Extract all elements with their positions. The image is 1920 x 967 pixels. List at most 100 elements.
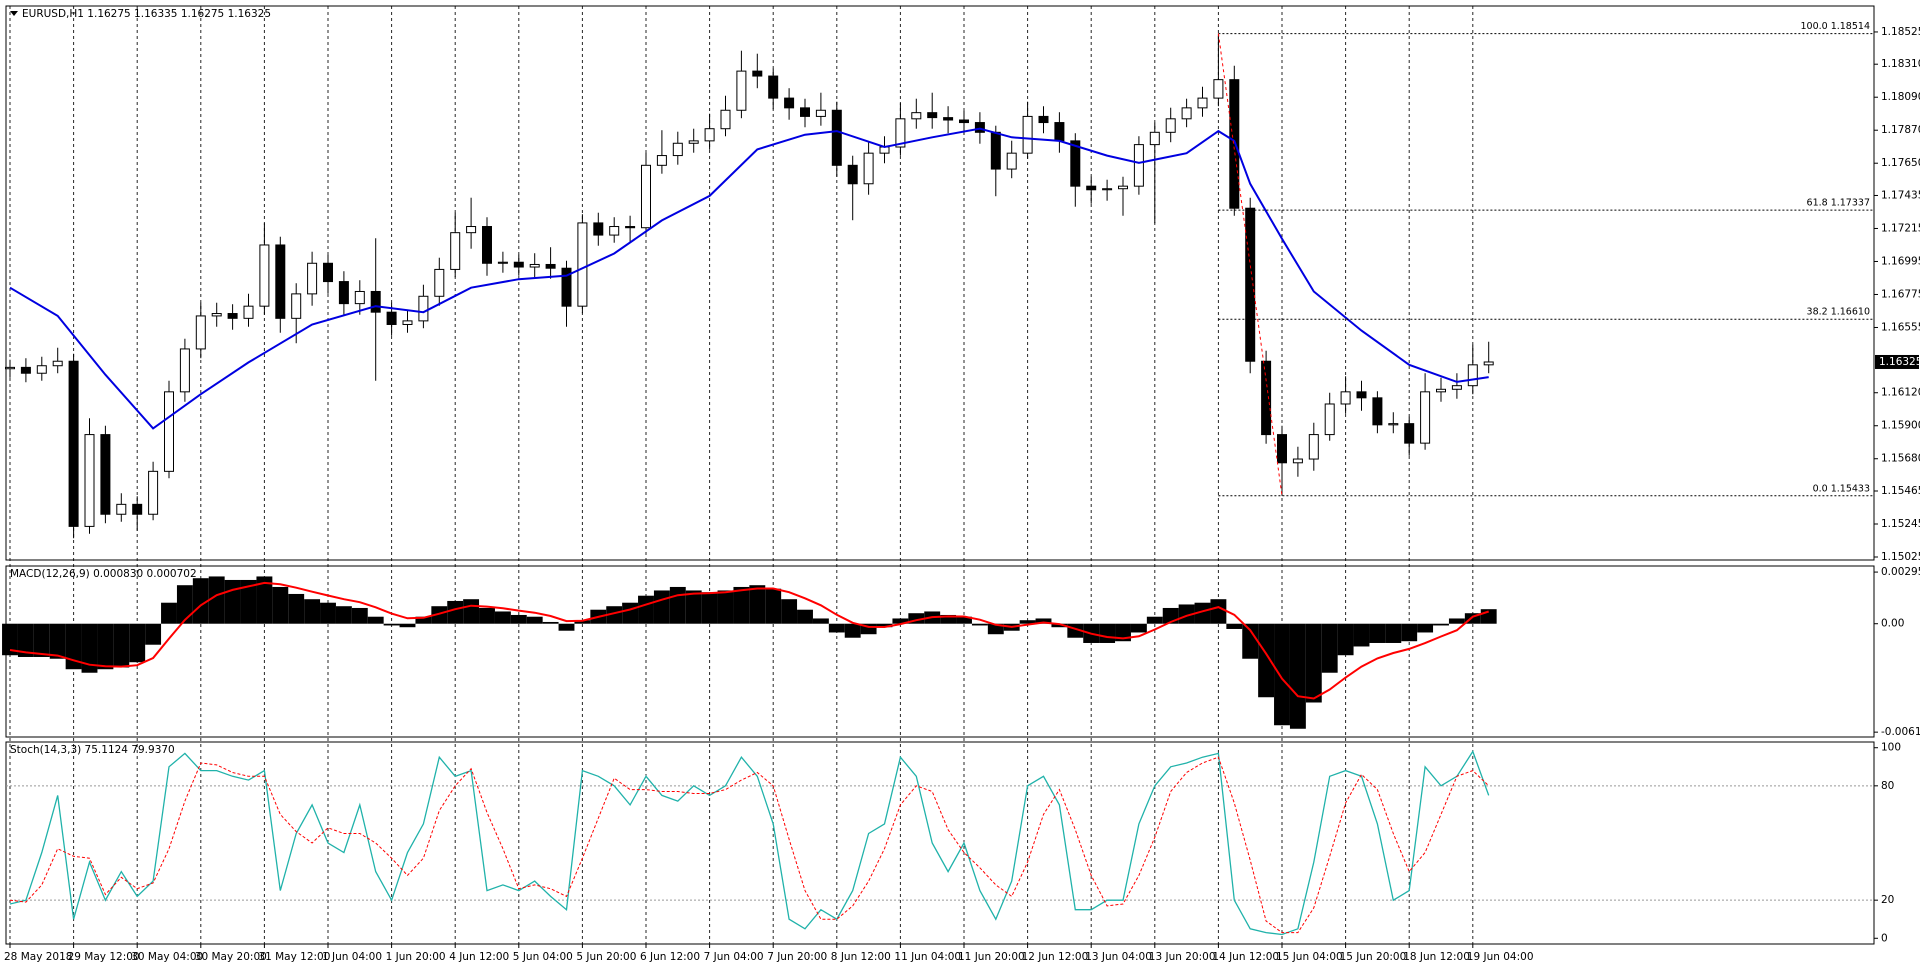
macd-bar bbox=[1353, 623, 1370, 647]
candle-body bbox=[1451, 385, 1462, 390]
candle-body bbox=[466, 226, 477, 234]
x-tick-label: 4 Jun 12:00 bbox=[449, 951, 509, 963]
macd-bar bbox=[1274, 623, 1290, 726]
y-tick-label: 0.00295 bbox=[1881, 566, 1920, 578]
macd-bar bbox=[1433, 623, 1449, 626]
candle-body bbox=[1054, 122, 1065, 142]
x-tick-label: 1 Jun 20:00 bbox=[386, 951, 446, 963]
macd-bar bbox=[606, 606, 623, 624]
candle-body bbox=[1245, 207, 1256, 362]
macd-bar bbox=[415, 616, 432, 624]
x-tick-label: 7 Jun 04:00 bbox=[704, 951, 764, 963]
candle-body bbox=[132, 503, 143, 515]
fib-level-label: 38.2 1.16610 bbox=[1807, 307, 1870, 318]
stoch-main-line bbox=[9, 750, 1490, 936]
macd-bar bbox=[1146, 616, 1163, 624]
last-price-box bbox=[1875, 354, 1919, 369]
x-tick-label: 8 Jun 12:00 bbox=[831, 951, 891, 963]
candle-body bbox=[291, 293, 302, 319]
y-tick-label: 1.18310 bbox=[1881, 58, 1920, 70]
x-tick-label: 5 Jun 04:00 bbox=[513, 951, 573, 963]
candle-body bbox=[720, 109, 731, 130]
macd-bar bbox=[1258, 623, 1275, 698]
candle-body bbox=[1388, 423, 1399, 426]
candle-body bbox=[1038, 115, 1049, 124]
x-tick-label: 19 Jun 04:00 bbox=[1467, 951, 1534, 963]
candle-body bbox=[561, 267, 572, 307]
candle-body bbox=[338, 281, 349, 305]
macd-bar bbox=[860, 623, 877, 635]
candle-body bbox=[1324, 403, 1335, 436]
candle-body bbox=[179, 348, 190, 393]
macd-bar bbox=[765, 588, 782, 624]
macd-bar bbox=[653, 590, 670, 624]
macd-bar bbox=[494, 611, 511, 624]
macd-bar bbox=[224, 579, 241, 624]
candle-body bbox=[100, 434, 111, 515]
macd-bar bbox=[622, 602, 639, 624]
macd-bar bbox=[908, 613, 925, 624]
candle-body bbox=[847, 164, 858, 185]
macd-bar bbox=[1401, 623, 1418, 642]
y-tick-label: 1.15900 bbox=[1881, 420, 1920, 432]
candle-body bbox=[68, 360, 79, 527]
candle-body bbox=[1118, 185, 1128, 190]
candle-body bbox=[1086, 185, 1097, 191]
macd-bar bbox=[558, 623, 575, 631]
candle-body bbox=[990, 131, 1001, 170]
candle-body bbox=[593, 222, 604, 236]
panel-title: MACD(12,26,9) 0.000830 0.000702 bbox=[10, 568, 197, 580]
candle-body bbox=[974, 122, 985, 133]
macd-bar bbox=[892, 618, 909, 624]
candle-body bbox=[927, 112, 938, 119]
candle-body bbox=[815, 109, 826, 117]
y-tick-label: 80 bbox=[1881, 780, 1894, 792]
macd-bar bbox=[1480, 609, 1497, 624]
macd-bar bbox=[510, 614, 527, 624]
x-tick-label: 13 Jun 04:00 bbox=[1085, 951, 1152, 963]
macd-bar bbox=[733, 586, 750, 624]
y-tick-label: 1.15465 bbox=[1881, 485, 1920, 497]
y-tick-label: 1.18090 bbox=[1881, 91, 1920, 103]
candle-body bbox=[84, 434, 95, 527]
macd-bar bbox=[2, 623, 18, 656]
y-tick-label: 1.15025 bbox=[1881, 551, 1920, 563]
macd-bar bbox=[940, 614, 957, 624]
macd-bar bbox=[542, 621, 559, 624]
y-tick-label: 1.16775 bbox=[1881, 288, 1920, 300]
macd-bar bbox=[1178, 604, 1195, 624]
candle-body bbox=[1292, 458, 1303, 464]
candle-body bbox=[1165, 118, 1176, 133]
y-tick-label: 1.17650 bbox=[1881, 157, 1920, 169]
candle-body bbox=[1308, 434, 1319, 460]
y-tick-label: 1.17435 bbox=[1881, 189, 1920, 201]
candle-body bbox=[148, 470, 159, 515]
macd-bar bbox=[1385, 623, 1402, 643]
y-tick-label: 20 bbox=[1881, 894, 1894, 906]
y-tick-label: 1.15245 bbox=[1881, 518, 1920, 530]
x-tick-label: 28 May 2018 bbox=[4, 951, 72, 963]
macd-bar bbox=[431, 606, 448, 624]
macd-bar bbox=[208, 576, 225, 624]
y-tick-label: 1.15680 bbox=[1881, 453, 1920, 465]
candle-body bbox=[5, 366, 15, 370]
candle-body bbox=[1213, 79, 1224, 99]
macd-signal-line bbox=[9, 581, 1490, 700]
candle-body bbox=[863, 152, 874, 185]
moving-average bbox=[9, 127, 1489, 430]
x-tick-label: 7 Jun 20:00 bbox=[767, 951, 827, 963]
candle-body bbox=[800, 107, 810, 117]
y-tick-label: 0.00 bbox=[1881, 618, 1904, 630]
candle-body bbox=[577, 222, 588, 307]
macd-bar bbox=[1417, 623, 1434, 633]
macd-bar bbox=[1226, 623, 1243, 629]
candle-body bbox=[1229, 79, 1240, 209]
candle-body bbox=[1022, 115, 1033, 154]
symbol-menu-arrow[interactable] bbox=[10, 11, 18, 16]
candle-body bbox=[386, 311, 397, 325]
candle-body bbox=[545, 263, 556, 269]
candle-body bbox=[36, 365, 47, 374]
candle-body bbox=[529, 263, 540, 268]
macd-bar bbox=[256, 576, 273, 624]
y-tick-label: 1.16555 bbox=[1881, 321, 1920, 333]
